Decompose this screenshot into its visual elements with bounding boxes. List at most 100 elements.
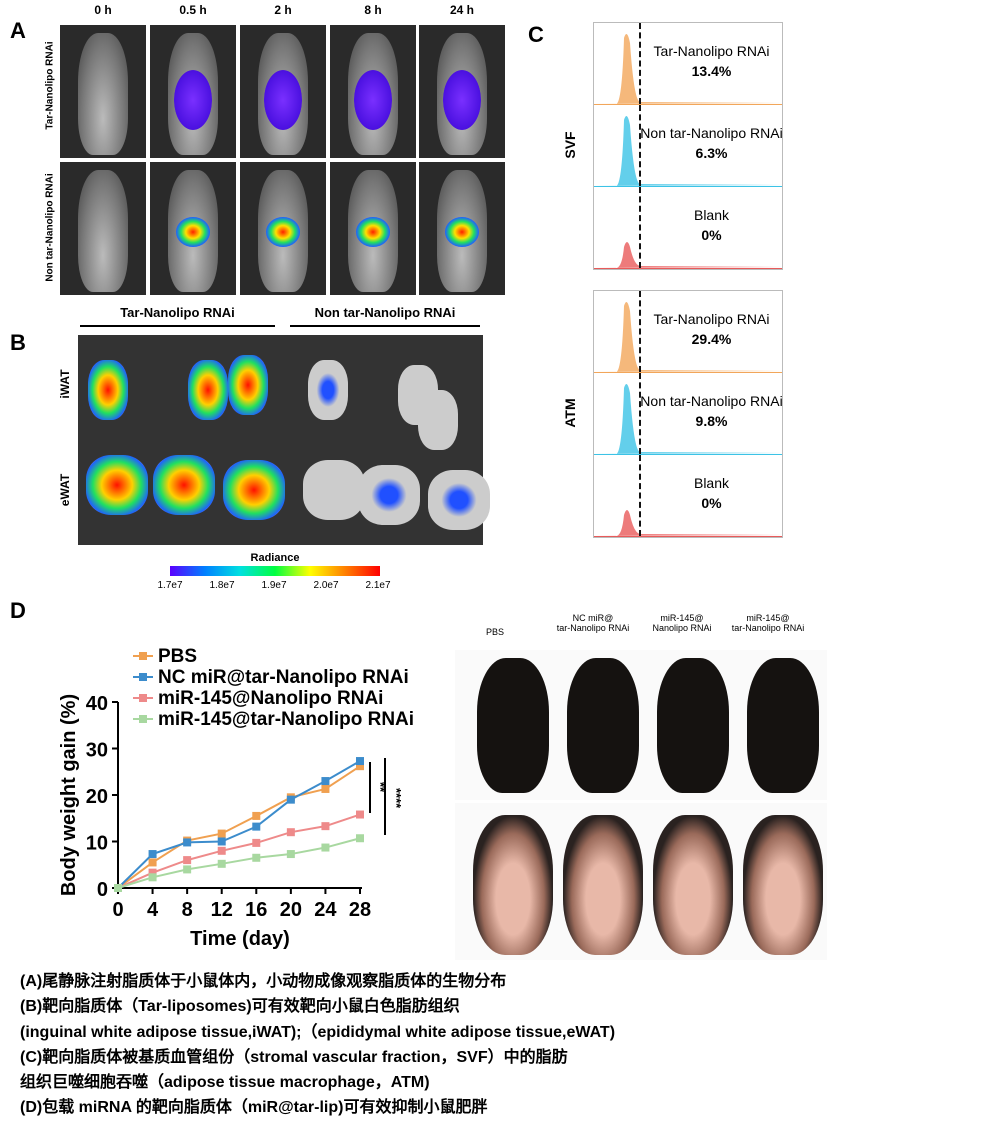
gate-line: [639, 105, 641, 186]
data-point: [286, 850, 295, 859]
histogram-row: Blank 0%: [594, 187, 784, 269]
imaging-panel: [240, 162, 326, 295]
x-tick-label: 16: [245, 899, 267, 921]
histogram-row: Non tar-Nanolipo RNAi 9.8%: [594, 373, 784, 455]
histogram-curve: [594, 302, 784, 372]
imaging-panel: [330, 162, 416, 295]
data-point: [217, 846, 226, 855]
mouse-dissected: [473, 815, 553, 955]
legend-marker: [139, 652, 147, 660]
imaging-panel: [60, 25, 146, 158]
caption-line: (C)靶向脂质体被基质血管组份（stromal vascular fractio…: [20, 1049, 568, 1066]
data-point: [321, 822, 330, 831]
gate-line: [639, 455, 641, 536]
y-tick-label: 20: [86, 786, 108, 808]
data-point: [321, 843, 330, 852]
data-point: [217, 837, 226, 846]
mouse-dissected: [563, 815, 643, 955]
data-point: [252, 811, 261, 820]
imaging-panel: [150, 25, 236, 158]
timepoint-label: 0 h: [94, 3, 112, 17]
percent-value: 6.3%: [695, 145, 728, 161]
mouse-back: [477, 658, 549, 793]
imaging-panel: [419, 25, 505, 158]
legend-label: PBS: [158, 646, 197, 667]
panel-d-label: D: [10, 598, 26, 623]
histogram-block: Tar-Nanolipo RNAi 13.4% Non tar-Nanolipo …: [593, 22, 784, 270]
gate-line: [639, 23, 641, 104]
divider: [455, 800, 827, 803]
histogram-row: Tar-Nanolipo RNAi 13.4%: [594, 23, 784, 105]
imaging-panel: [150, 162, 236, 295]
x-tick-label: 24: [314, 899, 337, 921]
legend-label: miR-145@Nanolipo RNAi: [158, 688, 383, 709]
histogram-curve: [594, 34, 784, 104]
colorbar-tick: 1.9e7: [261, 580, 287, 591]
histogram-curve: [594, 116, 784, 186]
sample-label: Blank: [693, 475, 730, 491]
data-point: [217, 859, 226, 868]
y-tick-label: 0: [97, 879, 108, 901]
data-point: [321, 777, 330, 786]
row-label-nontar: Non tar-Nanolipo RNAi: [44, 173, 56, 282]
data-point: [183, 865, 192, 874]
histogram-row: Non tar-Nanolipo RNAi 6.3%: [594, 105, 784, 187]
colorbar-tick: 2.1e7: [365, 580, 391, 591]
data-point: [252, 838, 261, 847]
data-point: [356, 810, 364, 819]
sample-label: Blank: [693, 207, 730, 223]
data-point: [148, 858, 157, 867]
group-label-tar: Tar-Nanolipo RNAi: [120, 305, 235, 320]
legend-label: NC miR@tar-Nanolipo RNAi: [158, 667, 409, 688]
group-photo-label: miR-145@ Nanolipo RNAi: [652, 613, 712, 633]
percent-value: 0%: [701, 227, 722, 243]
significance-stars: **: [373, 782, 388, 793]
y-axis-title: Body weight gain (%): [58, 694, 80, 896]
x-axis-title: Time (day): [190, 928, 290, 950]
y-tick-label: 10: [86, 833, 108, 855]
imaging-panel: [60, 162, 146, 295]
organ: [358, 465, 420, 525]
timepoint-label: 2 h: [274, 3, 292, 17]
gate-line: [639, 291, 641, 372]
mouse-back: [747, 658, 819, 793]
organ: [153, 455, 215, 515]
mouse-back: [657, 658, 729, 793]
sample-label: Non tar-Nanolipo RNAi: [640, 125, 783, 141]
mouse-back: [567, 658, 639, 793]
x-tick-label: 8: [182, 899, 193, 921]
x-tick-label: 0: [112, 899, 123, 921]
data-point: [183, 856, 192, 865]
group-label-nontar: Non tar-Nanolipo RNAi: [314, 305, 456, 320]
gate-line: [639, 187, 641, 268]
mouse-dissected: [653, 815, 733, 955]
organ: [88, 360, 128, 420]
panel-c-label: C: [528, 22, 544, 47]
legend-marker: [139, 673, 147, 681]
percent-value: 9.8%: [695, 413, 728, 429]
percent-value: 13.4%: [691, 63, 732, 79]
group-underline: [80, 325, 275, 327]
sample-label: Non tar-Nanolipo RNAi: [640, 393, 783, 409]
x-tick-label: 28: [349, 899, 371, 921]
colorbar-title: Radiance: [250, 552, 300, 564]
sample-label: Tar-Nanolipo RNAi: [653, 311, 770, 327]
timepoint-label: 8 h: [364, 3, 382, 17]
data-point: [114, 884, 122, 892]
colorbar-tick: 1.7e7: [157, 580, 183, 591]
series-line: [117, 760, 361, 889]
data-point: [356, 762, 364, 771]
tissue-label-ewat: eWAT: [58, 473, 72, 507]
gate-line: [639, 373, 641, 454]
legend-label: miR-145@tar-Nanolipo RNAi: [158, 709, 414, 730]
imaging-panel: [330, 25, 416, 158]
histogram-block: Tar-Nanolipo RNAi 29.4% Non tar-Nanolipo …: [593, 290, 784, 538]
panel-b-label: B: [10, 330, 26, 355]
tissue-label-iwat: iWAT: [58, 369, 72, 399]
organ: [86, 455, 148, 515]
data-point: [148, 850, 157, 859]
data-point: [356, 834, 364, 843]
organ: [418, 390, 458, 450]
organ: [428, 470, 490, 530]
y-tick-label: 40: [86, 693, 108, 715]
